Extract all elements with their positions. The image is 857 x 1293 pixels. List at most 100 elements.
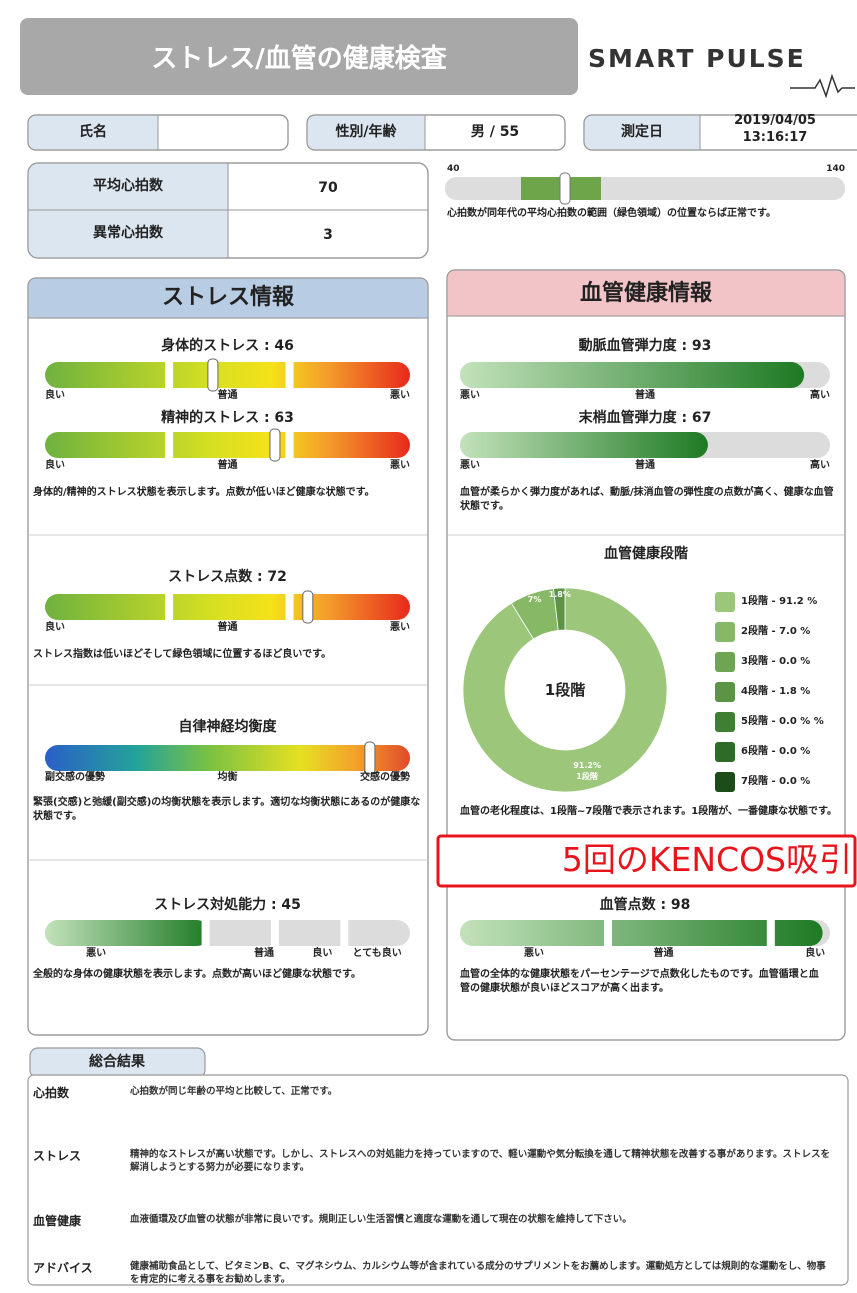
gauge-gap <box>340 919 349 947</box>
gauge-bar <box>45 594 410 620</box>
gauge-marker <box>269 428 281 462</box>
gauge-label: 末梢血管弾力度 : 67 <box>578 410 712 426</box>
summary-title: 総合結果 <box>89 1054 145 1070</box>
gauge-gap <box>285 361 294 389</box>
stress-note: ストレス指数は低いほどそして緑色領域に位置するほど良いです。 <box>33 649 332 660</box>
stress-note: 緊張(交感)と弛緩(副交感)の均衡状態を表示します。適切な均衡状態にあるのが健康… <box>33 797 421 822</box>
gauge-fill <box>460 920 823 946</box>
legend-label: 3段階 - 0.0 % <box>741 656 811 667</box>
header-bar <box>20 18 578 95</box>
legend-swatch <box>715 622 735 642</box>
donut-slice <box>553 587 566 631</box>
stress-note: 身体的/精神的ストレス状態を表示します。点数が低いほど健康な状態です。 <box>33 487 375 498</box>
overlay-box <box>436 834 857 888</box>
gauge-marker <box>207 358 219 392</box>
gauge-bar <box>45 432 410 458</box>
logo-pulse <box>790 73 855 99</box>
gauge-tick-label: 普通 <box>217 460 238 471</box>
gauge-tick-label: 良い <box>805 948 826 959</box>
date: 2019/04/05 <box>734 113 816 128</box>
stress-header <box>28 300 428 319</box>
gauge-tick-label: 交感の優勢 <box>360 772 410 783</box>
label-cell <box>584 115 701 150</box>
gauge-gap <box>285 593 294 621</box>
overlay-text: 5回のKENCOS吸引 <box>561 840 852 879</box>
hr-label: 平均心拍数 <box>93 178 163 194</box>
label-cell <box>307 115 426 150</box>
legend-label: 1段階 - 91.2 % <box>741 596 818 607</box>
hr-table <box>27 162 429 259</box>
gauge-tick-label: 高い <box>810 460 830 471</box>
gauge-tick-label: 副交感の優勢 <box>45 772 105 783</box>
stress-note: 全般的な身体の健康状態を表示します。点数が高いほど健康な状態です。 <box>33 969 361 980</box>
slice-label: 91.2% <box>573 760 601 770</box>
field-box <box>583 114 857 151</box>
summary-label: 血管健康 <box>33 1214 82 1228</box>
gauge-tick-label: とても良い <box>352 948 402 959</box>
gauge-gap <box>165 593 174 621</box>
legend-swatch <box>715 742 735 762</box>
legend-label: 2段階 - 7.0 % <box>741 626 811 637</box>
stress-title: ストレス情報 <box>161 285 294 310</box>
logo: SMART PULSE <box>588 44 806 73</box>
legend-swatch <box>715 592 735 612</box>
summary-text: 健康補助食品として、ビタミンB、C、マグネシウム、カルシウム等が含まれている成分… <box>130 1261 826 1285</box>
legend-swatch <box>715 652 735 672</box>
gauge-tick-label: 良い <box>45 460 65 471</box>
gauge-tick-label: 良い <box>312 948 333 959</box>
gauge-gap <box>270 919 279 947</box>
gauge-tick-label: 良い <box>45 622 65 633</box>
scale-max: 140 <box>826 164 845 174</box>
gauge-label: 動脈血管弾力度 : 93 <box>578 338 712 354</box>
header-title: ストレス/血管の健康検査 <box>151 44 447 74</box>
summary-box <box>27 1074 849 1286</box>
summary-text: 心拍数が同じ年齢の平均と比較して、正常です。 <box>130 1086 338 1097</box>
gauge-marker <box>364 741 376 775</box>
gauge-label: 身体的ストレス : 46 <box>161 338 294 354</box>
hr-note: 心拍数が同年代の平均心拍数の範囲（緑色領域）の位置ならば正常です。 <box>447 208 776 219</box>
gauge-tick-label: 悪い <box>390 390 410 401</box>
gauge-gap <box>766 919 775 947</box>
vessel-note: 血管の老化程度は、1段階~7段階で表示されます。1段階が、一番健康な状態です。 <box>460 806 838 817</box>
label-cell <box>28 115 159 150</box>
legend-swatch <box>715 682 735 702</box>
vessel-panel <box>446 269 846 1041</box>
gauge-tick-label: 悪い <box>524 948 544 959</box>
vessel-note: 血管の全体的な健康状態をパーセンテージで点数化したものです。血管循環と血管の健康… <box>460 969 819 994</box>
gauge-bar <box>45 362 410 388</box>
label-cell <box>148 115 158 150</box>
gauge-gap <box>201 919 210 947</box>
gauge-label: 精神的ストレス : 63 <box>161 410 294 426</box>
gauge-bar <box>45 745 410 771</box>
legend-label: 7段階 - 0.0 % <box>741 776 811 787</box>
gauge-tick-label: 悪い <box>390 460 410 471</box>
legend-label: 5段階 - 0.0 % % <box>741 716 824 727</box>
sex-age: 男 / 55 <box>470 124 520 140</box>
vessel-header <box>447 296 845 317</box>
name-label: 氏名 <box>79 124 107 140</box>
hr-label: 異常心拍数 <box>93 225 163 241</box>
gauge-tick-label: 普通 <box>635 460 655 471</box>
gauge-label: ストレス点数 : 72 <box>168 569 287 585</box>
gauge-label: ストレス対処能力 : 45 <box>154 897 301 913</box>
hr-scale-bar <box>445 177 845 200</box>
gauge-tick-label: 普通 <box>217 390 238 401</box>
donut-slice <box>462 587 668 793</box>
time: 13:16:17 <box>742 130 808 145</box>
summary-label: アドバイス <box>33 1261 93 1275</box>
gauge-tick-label: 普通 <box>635 390 655 401</box>
sex-age-label: 性別/年齢 <box>335 124 397 140</box>
legend-label: 4段階 - 1.8 % <box>741 686 811 697</box>
legend-label: 6段階 - 0.0 % <box>741 746 811 757</box>
gauge-tick-label: 普通 <box>653 948 674 959</box>
summary-label: ストレス <box>33 1149 82 1163</box>
hr-value: 70 <box>318 180 338 196</box>
gauge-fill <box>460 362 805 388</box>
field-box <box>27 114 289 151</box>
slice-label: 7% <box>527 595 542 605</box>
hr-marker <box>559 172 571 205</box>
slice-category: 1段階 <box>576 771 598 781</box>
gauge-tick-label: 均衡 <box>217 772 238 783</box>
donut-center: 1段階 <box>544 681 586 699</box>
